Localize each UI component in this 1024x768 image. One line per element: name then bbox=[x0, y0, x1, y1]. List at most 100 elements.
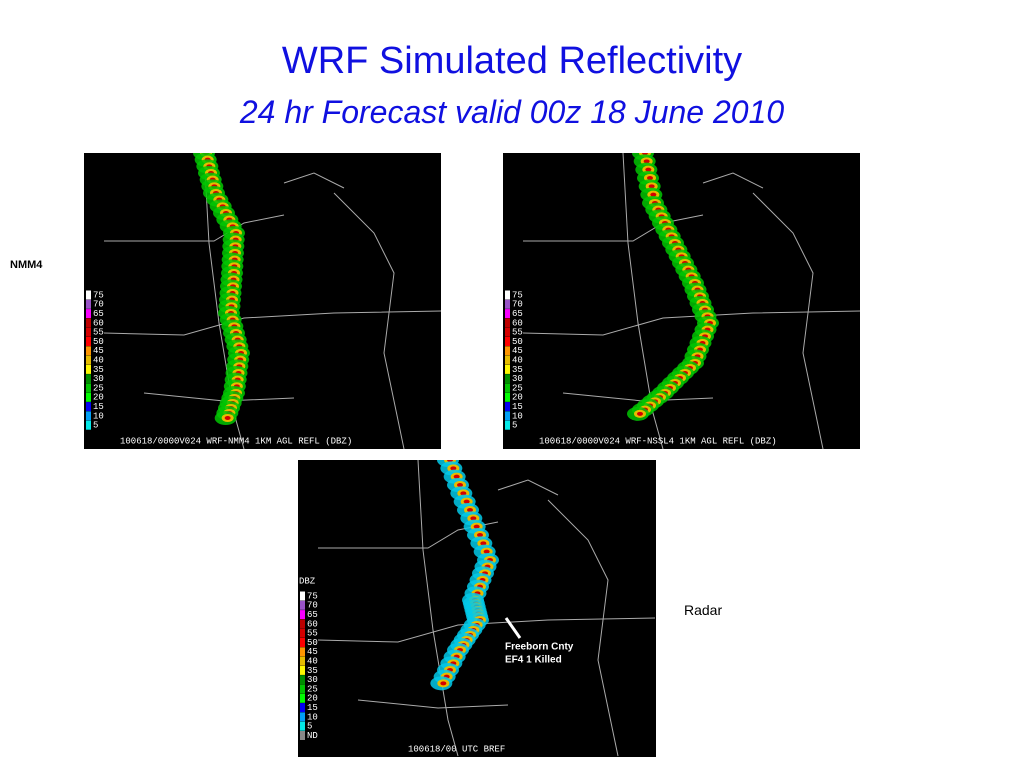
legend-swatch bbox=[300, 638, 305, 647]
legend-label: 40 bbox=[93, 355, 104, 365]
border bbox=[357, 699, 509, 709]
legend-label: 70 bbox=[307, 601, 318, 611]
legend-swatch bbox=[505, 337, 510, 346]
legend-swatch bbox=[86, 299, 91, 309]
echo bbox=[440, 681, 447, 686]
legend-label: 10 bbox=[512, 411, 523, 421]
legend-swatch bbox=[505, 374, 510, 384]
echo bbox=[470, 516, 477, 521]
legend-swatch bbox=[300, 647, 305, 657]
legend-swatch bbox=[505, 420, 510, 430]
legend-swatch bbox=[86, 402, 91, 412]
border bbox=[622, 153, 664, 449]
legend-swatch bbox=[300, 591, 305, 601]
legend-swatch bbox=[300, 693, 305, 703]
border bbox=[417, 460, 459, 757]
echo bbox=[483, 549, 490, 554]
echo bbox=[637, 411, 643, 416]
caption: 100618/0000V024 WRF-NMM4 1KM AGL REFL (D… bbox=[120, 436, 352, 446]
legend-label: 40 bbox=[512, 355, 523, 365]
legend-swatch bbox=[505, 355, 510, 365]
legend-swatch bbox=[86, 383, 91, 393]
legend-label: 45 bbox=[93, 346, 104, 356]
legend-label: 25 bbox=[93, 383, 104, 393]
legend-swatch bbox=[300, 619, 305, 629]
caption: 100618/0000V024 WRF-NSSL4 1KM AGL REFL (… bbox=[539, 436, 777, 446]
border bbox=[203, 153, 245, 449]
border bbox=[317, 617, 656, 643]
legend-swatch bbox=[86, 327, 91, 337]
legend-swatch bbox=[300, 656, 305, 666]
legend-label: 30 bbox=[93, 374, 104, 384]
row-label: NMM4 bbox=[10, 259, 43, 271]
legend-label: 25 bbox=[307, 684, 318, 694]
echo bbox=[480, 541, 487, 546]
border bbox=[523, 214, 704, 242]
legend-swatch bbox=[505, 346, 510, 356]
legend-swatch bbox=[505, 327, 510, 337]
legend-label: 75 bbox=[512, 290, 523, 300]
echo bbox=[648, 184, 655, 189]
legend-swatch bbox=[86, 309, 91, 319]
legend-label: 65 bbox=[307, 610, 318, 620]
legend-label: 5 bbox=[307, 722, 312, 732]
legend-swatch bbox=[300, 721, 305, 731]
legend-label: 50 bbox=[512, 337, 523, 347]
legend-label: 55 bbox=[512, 328, 523, 338]
legend-title: DBZ bbox=[299, 576, 316, 586]
legend-swatch bbox=[505, 318, 510, 328]
legend-label: 10 bbox=[93, 411, 104, 421]
legend-swatch bbox=[86, 355, 91, 365]
legend-label: 65 bbox=[93, 309, 104, 319]
legend-label: 60 bbox=[307, 619, 318, 629]
legend-swatch bbox=[86, 392, 91, 402]
echo bbox=[463, 499, 470, 504]
echo bbox=[473, 524, 480, 529]
legend-swatch bbox=[86, 290, 91, 300]
legend-label: 20 bbox=[93, 393, 104, 403]
legend-swatch bbox=[300, 675, 305, 685]
legend-label: 25 bbox=[512, 383, 523, 393]
legend-swatch bbox=[505, 299, 510, 309]
echo bbox=[453, 474, 460, 479]
legend-label: 15 bbox=[93, 402, 104, 412]
legend-swatch bbox=[300, 665, 305, 675]
legend-label: ND bbox=[307, 731, 318, 741]
echo bbox=[457, 483, 463, 487]
legend-swatch bbox=[86, 318, 91, 328]
legend-label: 60 bbox=[93, 318, 104, 328]
border bbox=[104, 214, 285, 242]
legend-label: 55 bbox=[93, 328, 104, 338]
echo bbox=[650, 192, 657, 197]
echo bbox=[647, 176, 653, 180]
caption: 100618/00 UTC BREF bbox=[408, 744, 505, 754]
legend-swatch bbox=[300, 610, 305, 620]
echo bbox=[467, 508, 473, 512]
legend-label: 20 bbox=[512, 393, 523, 403]
border bbox=[522, 310, 860, 336]
legend-swatch bbox=[300, 712, 305, 722]
legend-label: 60 bbox=[512, 318, 523, 328]
echo bbox=[477, 533, 483, 537]
legend-label: 75 bbox=[93, 290, 104, 300]
legend-swatch bbox=[505, 364, 510, 374]
legend-label: 20 bbox=[307, 694, 318, 704]
legend-label: 45 bbox=[307, 647, 318, 657]
legend-swatch bbox=[86, 337, 91, 346]
legend-swatch bbox=[86, 411, 91, 421]
legend-swatch bbox=[505, 383, 510, 393]
legend-label: 5 bbox=[512, 421, 517, 431]
legend-label: 30 bbox=[512, 374, 523, 384]
legend-swatch bbox=[505, 290, 510, 300]
echo bbox=[224, 416, 231, 420]
legend-label: 70 bbox=[93, 300, 104, 310]
legend-label: 45 bbox=[512, 346, 523, 356]
legend-label: 50 bbox=[307, 638, 318, 648]
row-label: Radar bbox=[684, 602, 723, 618]
subtitle: 24 hr Forecast valid 00z 18 June 2010 bbox=[239, 94, 785, 130]
legend-label: 50 bbox=[93, 337, 104, 347]
annotation: EF4 1 Killed bbox=[505, 655, 562, 666]
